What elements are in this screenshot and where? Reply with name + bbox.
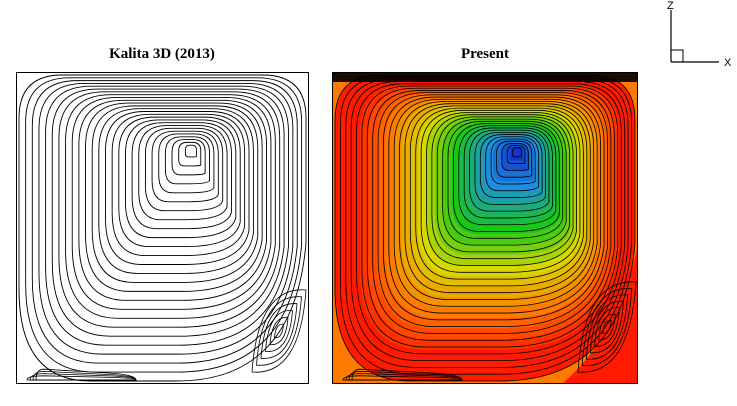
streamline bbox=[78, 99, 267, 301]
streamline bbox=[144, 127, 224, 212]
streamline bbox=[474, 131, 546, 205]
present-streamlines bbox=[334, 74, 637, 382]
kalita-bottom-vortex bbox=[26, 368, 137, 381]
streamline bbox=[366, 87, 615, 341]
bottom-streamline bbox=[351, 368, 463, 381]
streamline bbox=[463, 127, 553, 219]
streamline bbox=[356, 83, 622, 355]
streamline bbox=[506, 145, 526, 164]
streamline bbox=[339, 76, 632, 375]
corner-region bbox=[562, 242, 638, 384]
streamline bbox=[479, 134, 543, 198]
corner-streamline bbox=[251, 289, 307, 373]
streamline bbox=[45, 85, 289, 346]
present-lid-band bbox=[332, 72, 638, 82]
streamline bbox=[131, 122, 232, 230]
streamline bbox=[372, 90, 612, 334]
streamline bbox=[105, 111, 250, 265]
streamline bbox=[18, 74, 307, 382]
right-angle-marker bbox=[671, 49, 684, 62]
streamline bbox=[426, 112, 577, 266]
corner-streamline bbox=[269, 316, 289, 346]
streamline bbox=[453, 123, 560, 232]
streamline bbox=[404, 103, 591, 294]
kalita-main-vortex bbox=[18, 74, 307, 382]
streamline bbox=[171, 139, 206, 176]
streamline bbox=[490, 138, 536, 185]
streamline bbox=[458, 125, 557, 226]
streamline bbox=[38, 82, 294, 355]
streamline bbox=[377, 92, 608, 328]
corner-streamline bbox=[274, 323, 284, 339]
streamline bbox=[334, 74, 636, 382]
streamline bbox=[393, 98, 598, 307]
corner-streamline bbox=[585, 294, 629, 360]
streamline bbox=[431, 114, 574, 260]
streamline bbox=[383, 94, 605, 321]
streamline bbox=[138, 125, 228, 221]
streamline bbox=[178, 141, 202, 167]
streamline bbox=[118, 116, 241, 248]
bottom-streamline bbox=[26, 375, 137, 381]
streamline bbox=[164, 136, 210, 185]
streamline bbox=[184, 144, 197, 158]
bottom-streamline bbox=[35, 368, 137, 381]
present-plot-frame bbox=[332, 72, 638, 384]
streamline bbox=[85, 102, 263, 292]
kalita-plot-frame bbox=[16, 72, 309, 384]
streamline bbox=[512, 147, 522, 158]
corner-streamline bbox=[260, 303, 298, 359]
bottom-streamline bbox=[342, 375, 463, 381]
streamline bbox=[71, 97, 272, 310]
panel-title-kalita: Kalita 3D (2013) bbox=[109, 46, 215, 62]
streamline bbox=[51, 88, 285, 337]
streamline bbox=[447, 120, 564, 239]
corner-streamline bbox=[594, 307, 620, 347]
streamline bbox=[345, 79, 629, 368]
streamline bbox=[399, 101, 595, 300]
present-contour-plot bbox=[332, 72, 638, 384]
streamline bbox=[442, 118, 567, 246]
kalita-corner-vortex bbox=[251, 289, 307, 373]
streamline bbox=[25, 77, 303, 373]
streamline bbox=[420, 109, 581, 273]
streamline bbox=[501, 142, 529, 171]
streamline bbox=[469, 129, 550, 212]
streamline bbox=[65, 94, 276, 319]
coordinate-axes: Z X bbox=[667, 0, 732, 69]
corner-streamline bbox=[590, 300, 624, 354]
streamline bbox=[361, 85, 619, 348]
streamline bbox=[98, 108, 254, 274]
z-axis-label: Z bbox=[667, 0, 674, 12]
corner-streamline bbox=[256, 296, 302, 366]
streamline bbox=[31, 80, 298, 364]
corner-streamline bbox=[598, 313, 616, 341]
streamline bbox=[125, 119, 237, 239]
streamline bbox=[58, 91, 281, 328]
corner-streamline bbox=[265, 310, 293, 352]
corner-streamline bbox=[581, 288, 633, 366]
streamline bbox=[388, 96, 601, 314]
streamline bbox=[91, 105, 259, 283]
streamline bbox=[485, 136, 540, 192]
kalita-streamline-plot bbox=[16, 72, 309, 384]
streamline bbox=[111, 113, 246, 256]
streamline bbox=[151, 130, 219, 203]
streamline bbox=[415, 107, 584, 280]
streamline bbox=[158, 133, 215, 194]
panel-title-present: Present bbox=[460, 46, 510, 62]
streamline bbox=[409, 105, 588, 287]
corner-streamline bbox=[602, 320, 612, 334]
streamline bbox=[496, 140, 533, 178]
corner-streamline bbox=[577, 281, 637, 373]
x-axis-label: X bbox=[724, 57, 732, 69]
streamline bbox=[350, 81, 626, 362]
streamline bbox=[436, 116, 571, 253]
